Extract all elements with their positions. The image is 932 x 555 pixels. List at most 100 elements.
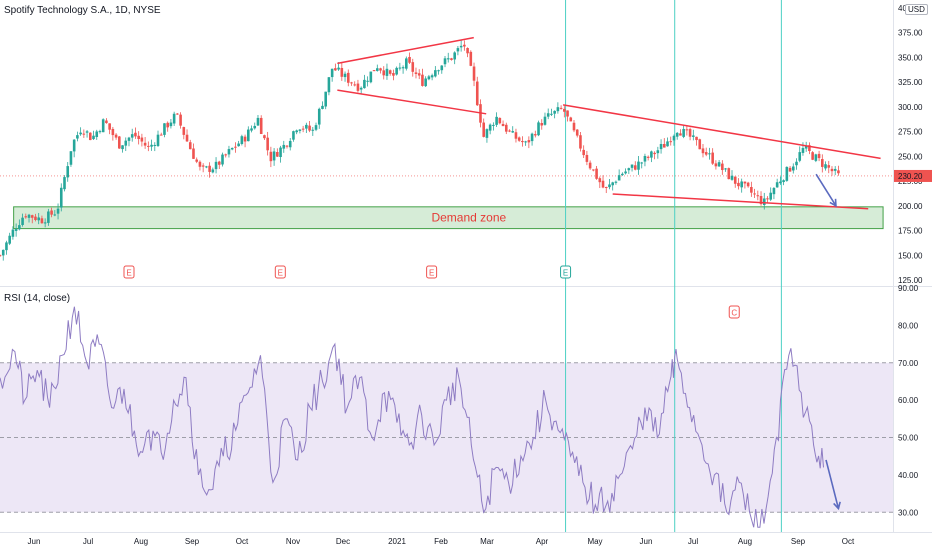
time-axis-label: May [587, 537, 602, 546]
symbol-title: Spotify Technology S.A., 1D, NYSE [4, 5, 161, 16]
candle-up [27, 214, 31, 218]
candle-up [327, 77, 331, 93]
rsi-projection-arrow-shaft[interactable] [825, 459, 840, 509]
candle-up [608, 184, 611, 188]
candle-up [163, 123, 166, 135]
candle-up [440, 65, 444, 71]
rsi-axis-tick-label: 90.00 [898, 284, 919, 293]
candle-up [214, 161, 218, 170]
time-axis-label: Nov [286, 537, 300, 546]
candle-down [0, 255, 2, 257]
candle-up [637, 161, 640, 170]
trendline-lower-falling[interactable] [612, 193, 869, 210]
earnings-marker[interactable] [123, 265, 135, 279]
candle-up [253, 125, 257, 129]
rsi-title: RSI (14, close) [4, 293, 71, 304]
c-marker[interactable] [728, 305, 740, 319]
price-projection-arrow-shaft[interactable] [815, 173, 837, 207]
rsi-projection-arrow-head [833, 501, 841, 511]
candle-up [85, 131, 89, 133]
trendline-upper-falling[interactable] [562, 104, 881, 160]
candle-up [530, 133, 534, 142]
candle-down [140, 137, 144, 142]
candle-up [546, 113, 550, 117]
candle-up [76, 135, 79, 139]
time-axis-label: Sep [185, 537, 200, 546]
trendline-wedge-top[interactable] [337, 36, 474, 65]
candle-down [192, 148, 195, 159]
candle-down [582, 149, 585, 156]
candle-down [82, 133, 86, 135]
candle-up [453, 52, 456, 60]
time-axis-label: Jul [83, 537, 93, 546]
candle-up [675, 132, 679, 137]
candle-up [814, 154, 818, 161]
candle-up [21, 217, 24, 225]
candle-down [685, 129, 689, 131]
price-axis-tick-label: 150.00 [898, 251, 923, 260]
candle-up [385, 68, 389, 76]
candle-down [179, 114, 182, 126]
candle-up [492, 124, 495, 126]
candle-up [401, 67, 405, 69]
candle-down [208, 165, 211, 172]
candle-up [256, 117, 260, 126]
candle-down [411, 62, 415, 72]
demand-zone-box[interactable] [13, 206, 884, 230]
candle-down [353, 84, 357, 86]
candle-up [708, 153, 711, 155]
candle-up [666, 141, 669, 147]
candle-down [224, 154, 228, 156]
candle-up [537, 122, 540, 136]
candle-down [517, 137, 521, 141]
candle-up [56, 208, 60, 214]
earnings-marker[interactable] [426, 265, 438, 279]
candle-down [534, 134, 537, 136]
candle-down [159, 134, 163, 136]
rsi-axis-tick-label: 80.00 [898, 321, 919, 330]
candle-down [508, 130, 511, 132]
candle-down [714, 163, 718, 167]
candle-down [111, 128, 115, 136]
candle-down [756, 195, 760, 197]
candle-up [288, 140, 292, 148]
price-axis-tick-label: 250.00 [898, 152, 923, 161]
candle-down [698, 139, 702, 150]
trendline-wedge-bottom[interactable] [337, 89, 487, 115]
candle-up [769, 192, 773, 200]
candle-up [53, 214, 57, 216]
currency-badge[interactable]: USD [905, 4, 928, 15]
candle-down [766, 198, 769, 200]
candle-down [501, 123, 505, 127]
candle-up [795, 161, 798, 166]
rsi-axis-tick-label: 70.00 [898, 359, 919, 368]
candle-up [230, 147, 234, 150]
candle-up [798, 152, 802, 161]
candle-up [443, 58, 447, 65]
time-axis-label: Oct [236, 537, 249, 546]
candle-down [266, 137, 269, 151]
candle-up [130, 134, 134, 138]
candle-down [382, 70, 386, 76]
candle-up [11, 229, 15, 237]
candle-up [47, 211, 50, 223]
candle-up [375, 68, 379, 71]
candle-down [830, 168, 834, 172]
candle-up [92, 135, 95, 140]
candle-down [821, 159, 824, 167]
price-axis-tick-label: 175.00 [898, 227, 923, 236]
candle-down [601, 180, 605, 188]
candle-up [724, 168, 727, 170]
candle-up [643, 155, 647, 162]
candle-up [650, 151, 653, 158]
candle-down [827, 165, 831, 168]
earnings-marker[interactable] [274, 265, 286, 279]
candle-up [446, 58, 450, 60]
candle-down [421, 74, 424, 86]
last-price-label: 230.20 [898, 172, 923, 181]
candle-down [482, 122, 486, 137]
time-axis-label: 2021 [388, 537, 406, 546]
earnings-marker[interactable] [560, 265, 572, 279]
